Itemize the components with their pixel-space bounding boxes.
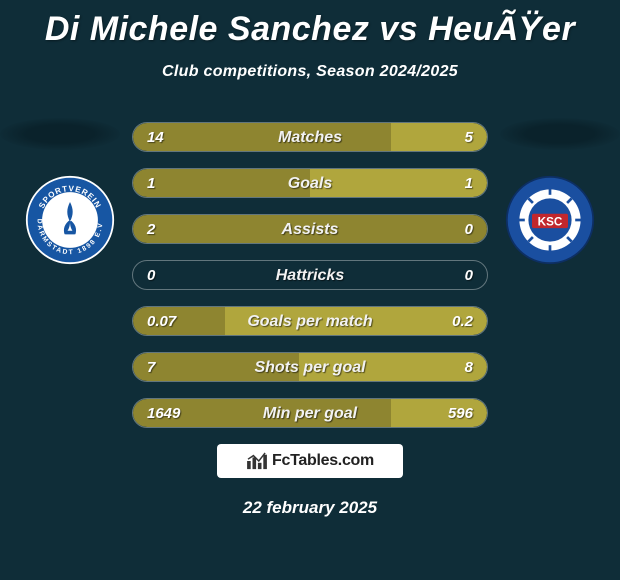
stat-label: Hattricks [133, 261, 487, 290]
stat-label: Goals per match [133, 307, 487, 336]
stat-row: 78Shots per goal [132, 352, 488, 382]
stat-row: 20Assists [132, 214, 488, 244]
watermark: FcTables.com [217, 444, 403, 478]
shadow-left [0, 118, 120, 150]
page-title: Di Michele Sanchez vs HeuÃŸer [0, 0, 620, 49]
stat-label: Assists [133, 215, 487, 244]
date-label: 22 february 2025 [0, 498, 620, 518]
stat-row: 145Matches [132, 122, 488, 152]
club-badge-right: KSC [500, 175, 600, 265]
stat-row: 00Hattricks [132, 260, 488, 290]
page-subtitle: Club competitions, Season 2024/2025 [0, 63, 620, 81]
svg-text:KSC: KSC [538, 215, 563, 228]
club-badge-left: SPORTVEREIN DARMSTADT 1898 E.V. [20, 175, 120, 265]
stat-row: 11Goals [132, 168, 488, 198]
darmstadt-badge-icon: SPORTVEREIN DARMSTADT 1898 E.V. [20, 175, 120, 265]
ksc-badge-icon: KSC [500, 175, 600, 265]
stat-row: 0.070.2Goals per match [132, 306, 488, 336]
shadow-right [500, 118, 620, 150]
stat-label: Shots per goal [133, 353, 487, 382]
stat-row: 1649596Min per goal [132, 398, 488, 428]
stats-container: 145Matches 11Goals 20Assists 00Hattricks 0.0… [132, 122, 488, 444]
stat-label: Min per goal [133, 399, 487, 428]
stat-label: Goals [133, 169, 487, 198]
chart-icon [246, 452, 268, 470]
stat-label: Matches [133, 123, 487, 152]
watermark-text: FcTables.com [272, 452, 374, 470]
